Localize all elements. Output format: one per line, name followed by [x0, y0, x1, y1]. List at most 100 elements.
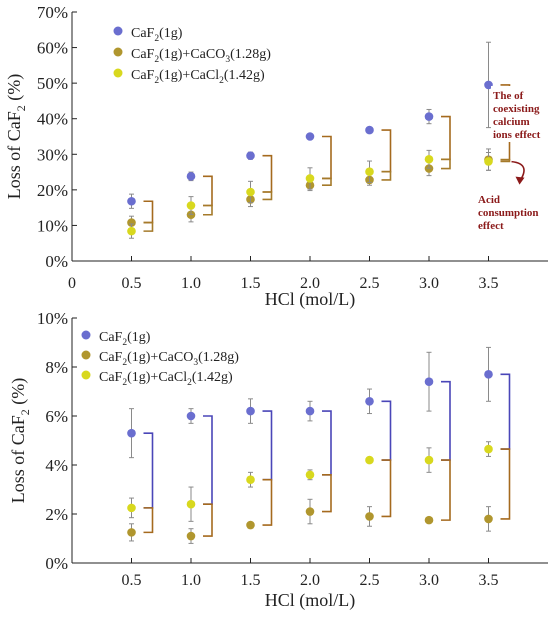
legend-label-cacl2: CaF2(1g)+CaCl2(1.42g) — [131, 68, 265, 86]
y-axis-label-ylabel-main: Loss of CaF — [4, 111, 24, 199]
y-axis-label-ylabel-tail: (%) — [4, 74, 25, 105]
data-point-caf2 — [127, 196, 136, 206]
chart-bottom-loss-vs-hcl: 0% 2% 4% 6% 8% 10% 0.5 1.0 1.5 2.0 2.5 3.0 3.5 HCl (m… — [8, 309, 548, 611]
data-point-caco3 — [424, 515, 434, 525]
y-tick-label: 0% — [45, 252, 68, 271]
legend-label-cacl2: CaF2(1g)+CaCl2(1.42g) — [99, 370, 233, 388]
data-point-caco3 — [305, 507, 315, 516]
legend-label-cacl2-subscript: 2 — [219, 76, 224, 86]
legend-label-cacl2-part: CaF — [131, 68, 155, 83]
data-point-cacl2 — [246, 475, 255, 485]
x-tick-label: 3.0 — [419, 275, 439, 292]
data-point-cacl2 — [424, 154, 434, 164]
legend-label-caco3-subscript: 3 — [193, 358, 198, 368]
data-point-cacl2 — [365, 455, 374, 465]
data-point-caco3 — [127, 528, 136, 537]
data-point-caco3 — [246, 520, 255, 530]
y-tick-label: 6% — [45, 407, 68, 426]
legend-label-caf2-subscript: 2 — [122, 338, 127, 348]
y-axis-label: Loss of CaF2 (%) — [8, 378, 32, 504]
y-tick-label: 50% — [37, 74, 68, 93]
y-tick-label: 8% — [45, 358, 68, 377]
data-point-caf2 — [484, 370, 493, 379]
data-point-cacl2 — [305, 174, 315, 183]
legend-label-caco3-subscript: 3 — [225, 55, 230, 65]
y-tick-label: 10% — [37, 309, 68, 328]
annotation-calcium-text: ions effect — [493, 129, 541, 141]
data-point-cacl2 — [365, 167, 374, 177]
x-tick-label: 0 — [68, 275, 76, 292]
x-axis-label: HCl (mol/L) — [265, 289, 356, 310]
legend-label-cacl2-subscript: 2 — [187, 378, 192, 388]
x-tick-label: 1.0 — [181, 275, 201, 292]
data-point-cacl2 — [186, 499, 196, 509]
bracket-upper — [500, 373, 511, 450]
legend-label-caco3-subscript: 2 — [154, 55, 159, 65]
data-point-cacl2 — [246, 187, 255, 197]
x-tick-label: 0.5 — [122, 275, 142, 292]
bracket-lower — [262, 191, 273, 201]
data-point-caf2 — [484, 80, 493, 90]
bracket-lower — [322, 474, 332, 513]
legend-label-caf2: CaF2(1g) — [99, 330, 151, 348]
y-tick-label: 40% — [37, 110, 68, 129]
bracket-lower — [381, 170, 392, 181]
data-point-caf2 — [424, 112, 434, 121]
data-point-caco3 — [186, 531, 196, 541]
legend-label-caf2-part: CaF — [131, 26, 155, 41]
data-point-caf2 — [305, 406, 315, 416]
data-point-caco3 — [484, 514, 493, 524]
legend-label-cacl2-part: (1g)+CaCl — [127, 370, 187, 385]
legend-label-caco3-part: (1.28g) — [198, 350, 239, 365]
y-axis-label-group: Loss of CaF2 (%) — [8, 378, 32, 504]
bracket-upper — [381, 129, 392, 173]
bracket-lower — [381, 459, 392, 518]
annotation-calcium-box — [491, 86, 548, 142]
legend-label-caf2-part: (1g) — [159, 26, 183, 41]
legend-label-cacl2-part: (1.42g) — [192, 370, 233, 385]
data-point-caco3 — [127, 218, 136, 227]
y-axis-label-ylabel-sub: 2 — [14, 105, 28, 111]
data-point-caco3 — [365, 512, 374, 521]
bracket-lower — [143, 507, 154, 534]
x-tick-label: 0.5 — [122, 572, 142, 589]
bracket-upper — [381, 400, 392, 461]
annotation-acid-text: effect — [478, 220, 504, 232]
legend-label-caf2-part: CaF — [99, 330, 123, 345]
x-tick-label: 2.5 — [360, 572, 380, 589]
y-axis-label-ylabel-main: Loss of CaF — [8, 415, 28, 503]
legend-label-caco3-part: (1.28g) — [230, 47, 271, 62]
annotation-calcium-text: coexisting — [493, 103, 540, 115]
x-tick-label: 1.5 — [241, 275, 261, 292]
data-point-caf2 — [246, 151, 255, 161]
bracket-lower — [500, 158, 511, 163]
legend-label-caf2-subscript: 2 — [154, 34, 159, 44]
x-tick-label: 1.5 — [241, 572, 261, 589]
bracket-upper — [203, 175, 213, 207]
data-point-caf2 — [127, 428, 136, 438]
legend-marker-caco3 — [113, 47, 123, 57]
legend-label-cacl2-part: (1.42g) — [224, 68, 265, 83]
annotation-calcium-text: The of — [493, 90, 524, 102]
data-point-cacl2 — [484, 157, 493, 166]
data-point-cacl2 — [127, 503, 136, 513]
annotation-acid-text: consumption — [478, 207, 539, 219]
bracket-lower — [500, 448, 511, 520]
data-point-caf2 — [305, 132, 315, 141]
y-axis-label: Loss of CaF2 (%) — [4, 74, 28, 200]
legend-label-caco3-subscript: 2 — [122, 358, 127, 368]
legend-label-caf2: CaF2(1g) — [131, 26, 183, 44]
bracket-lower — [322, 177, 332, 187]
legend-label-caco3-part: CaF — [99, 350, 123, 365]
x-tick-label: 2.0 — [300, 275, 320, 292]
data-point-cacl2 — [127, 226, 136, 236]
y-tick-label: 2% — [45, 505, 68, 524]
data-point-cacl2 — [305, 470, 315, 480]
x-tick-label: 3.0 — [419, 572, 439, 589]
bracket-lower — [441, 459, 451, 521]
legend-label-cacl2-part: (1g)+CaCl — [159, 68, 219, 83]
data-point-caf2 — [186, 172, 196, 181]
legend-label-caco3-part: (1g)+CaCO — [159, 47, 225, 62]
x-axis-label: HCl (mol/L) — [265, 590, 356, 611]
legend-label-caf2-part: (1g) — [127, 330, 151, 345]
